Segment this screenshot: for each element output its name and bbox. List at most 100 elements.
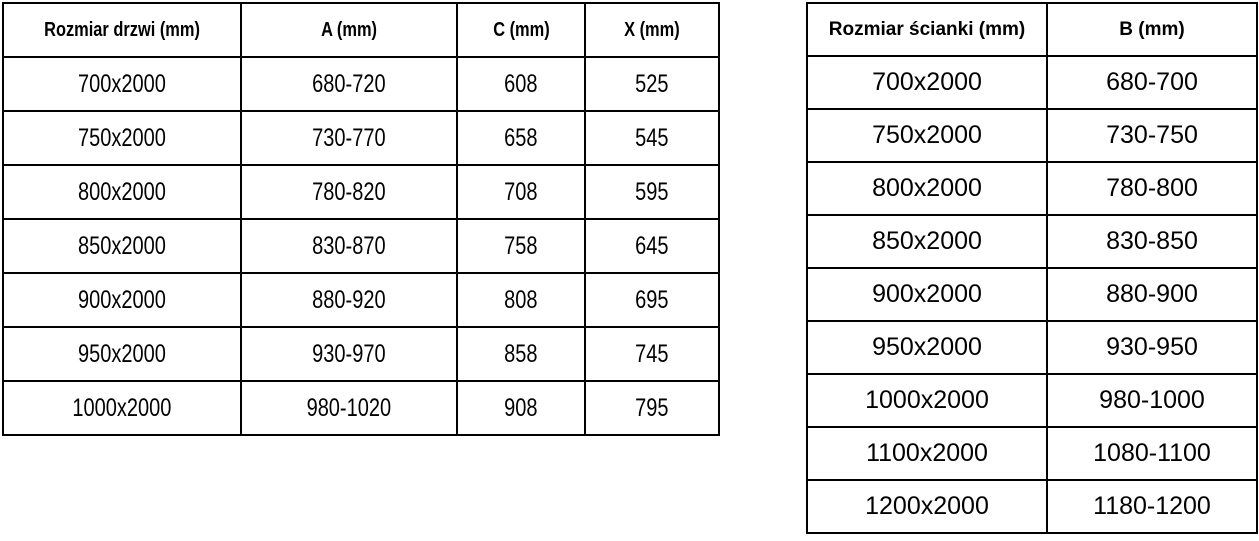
table-row: 950x2000 930-970 858 745 xyxy=(2,326,720,382)
table-cell: 800x2000 xyxy=(806,161,1048,216)
cell-text: 908 xyxy=(504,393,538,422)
cell-text: 830-870 xyxy=(312,231,386,260)
cell-text: 1200x2000 xyxy=(865,492,989,520)
cell-text: 1000x2000 xyxy=(865,386,989,414)
cell-text: 680-720 xyxy=(312,69,386,98)
table-cell: 1180-1200 xyxy=(1046,479,1258,534)
cell-text: 880-920 xyxy=(312,285,386,314)
cell-text: A (mm) xyxy=(321,18,377,41)
cell-text: 850x2000 xyxy=(872,227,982,255)
table-cell: 680-720 xyxy=(240,56,458,112)
cell-text: 730-750 xyxy=(1106,121,1198,149)
table-row: 1200x2000 1180-1200 xyxy=(806,479,1258,534)
table-row: 850x2000 830-850 xyxy=(806,214,1258,269)
table-row: 900x2000 880-900 xyxy=(806,267,1258,322)
table-cell: 930-950 xyxy=(1046,320,1258,375)
table-row: 800x2000 780-800 xyxy=(806,161,1258,216)
cell-text: 930-970 xyxy=(312,339,386,368)
header-row: Rozmiar ścianki (mm) B (mm) xyxy=(806,2,1258,57)
table-row: 750x2000 730-750 xyxy=(806,108,1258,163)
table-cell: 880-900 xyxy=(1046,267,1258,322)
table-cell: 695 xyxy=(584,272,720,328)
table-cell: 830-870 xyxy=(240,218,458,274)
table-cell: 545 xyxy=(584,110,720,166)
table-cell: 858 xyxy=(456,326,586,382)
cell-text: 780-820 xyxy=(312,177,386,206)
table-cell: 645 xyxy=(584,218,720,274)
table-row: 1000x2000 980-1000 xyxy=(806,373,1258,428)
table-cell: 608 xyxy=(456,56,586,112)
cell-text: 880-900 xyxy=(1106,280,1198,308)
cell-text: 708 xyxy=(504,177,538,206)
table-cell: 750x2000 xyxy=(806,108,1048,163)
table-row: 1100x2000 1080-1100 xyxy=(806,426,1258,481)
cell-text: 1000x2000 xyxy=(72,393,172,422)
table-cell: 980-1020 xyxy=(240,380,458,436)
cell-text: 595 xyxy=(635,177,669,206)
cell-text: 1080-1100 xyxy=(1093,439,1211,467)
table-row: 700x2000 680-700 xyxy=(806,55,1258,110)
table-cell: 950x2000 xyxy=(2,326,242,382)
table-cell: 1200x2000 xyxy=(806,479,1048,534)
header-cell: Rozmiar ścianki (mm) xyxy=(806,2,1048,57)
door-size-table: Rozmiar drzwi (mm) A (mm) C (mm) X (mm) 700x… xyxy=(2,2,720,436)
cell-text: 750x2000 xyxy=(872,121,982,149)
cell-text: 608 xyxy=(504,69,538,98)
table-cell: 730-750 xyxy=(1046,108,1258,163)
cell-text: 700x2000 xyxy=(872,68,982,96)
cell-text: 695 xyxy=(635,285,669,314)
cell-text: B (mm) xyxy=(1119,18,1185,40)
cell-text: 780-800 xyxy=(1106,174,1198,202)
cell-text: 545 xyxy=(635,123,669,152)
cell-text: 858 xyxy=(504,339,538,368)
cell-text: 525 xyxy=(635,69,669,98)
cell-text: X (mm) xyxy=(624,18,680,41)
table-cell: 900x2000 xyxy=(2,272,242,328)
table-cell: 808 xyxy=(456,272,586,328)
table-cell: 525 xyxy=(584,56,720,112)
table-cell: 1000x2000 xyxy=(2,380,242,436)
table-cell: 900x2000 xyxy=(806,267,1048,322)
table-cell: 780-820 xyxy=(240,164,458,220)
cell-text: 730-770 xyxy=(312,123,386,152)
cell-text: 900x2000 xyxy=(872,280,982,308)
table-cell: 880-920 xyxy=(240,272,458,328)
table-cell: 700x2000 xyxy=(806,55,1048,110)
cell-text: 1100x2000 xyxy=(866,439,988,467)
cell-text: C (mm) xyxy=(492,18,550,41)
cell-text: 1180-1200 xyxy=(1093,492,1211,520)
header-cell: X (mm) xyxy=(584,2,720,58)
table-cell: 1100x2000 xyxy=(806,426,1048,481)
cell-text: 950x2000 xyxy=(78,339,166,368)
table-row: 950x2000 930-950 xyxy=(806,320,1258,375)
cell-text: 758 xyxy=(504,231,538,260)
table-row: 1000x2000 980-1020 908 795 xyxy=(2,380,720,436)
table-cell: 700x2000 xyxy=(2,56,242,112)
table-row: 750x2000 730-770 658 545 xyxy=(2,110,720,166)
cell-text: 700x2000 xyxy=(78,69,166,98)
table-row: 900x2000 880-920 808 695 xyxy=(2,272,720,328)
cell-text: 980-1020 xyxy=(306,393,392,422)
cell-text: 795 xyxy=(635,393,669,422)
cell-text: 830-850 xyxy=(1106,227,1198,255)
wall-size-table: Rozmiar ścianki (mm) B (mm) 700x2000 680-70… xyxy=(806,2,1258,534)
table-cell: 800x2000 xyxy=(2,164,242,220)
cell-text: Rozmiar ścianki (mm) xyxy=(828,18,1026,40)
table-cell: 980-1000 xyxy=(1046,373,1258,428)
cell-text: 800x2000 xyxy=(78,177,166,206)
table-cell: 950x2000 xyxy=(806,320,1048,375)
cell-text: 808 xyxy=(504,285,538,314)
table-cell: 830-850 xyxy=(1046,214,1258,269)
table-cell: 758 xyxy=(456,218,586,274)
table-cell: 850x2000 xyxy=(2,218,242,274)
table-cell: 1000x2000 xyxy=(806,373,1048,428)
table-row: 800x2000 780-820 708 595 xyxy=(2,164,720,220)
cell-text: 745 xyxy=(635,339,669,368)
table-cell: 745 xyxy=(584,326,720,382)
cell-text: 658 xyxy=(504,123,538,152)
table-cell: 780-800 xyxy=(1046,161,1258,216)
header-cell: Rozmiar drzwi (mm) xyxy=(2,2,242,58)
table-cell: 750x2000 xyxy=(2,110,242,166)
cell-text: 900x2000 xyxy=(78,285,166,314)
cell-text: Rozmiar drzwi (mm) xyxy=(44,18,200,41)
